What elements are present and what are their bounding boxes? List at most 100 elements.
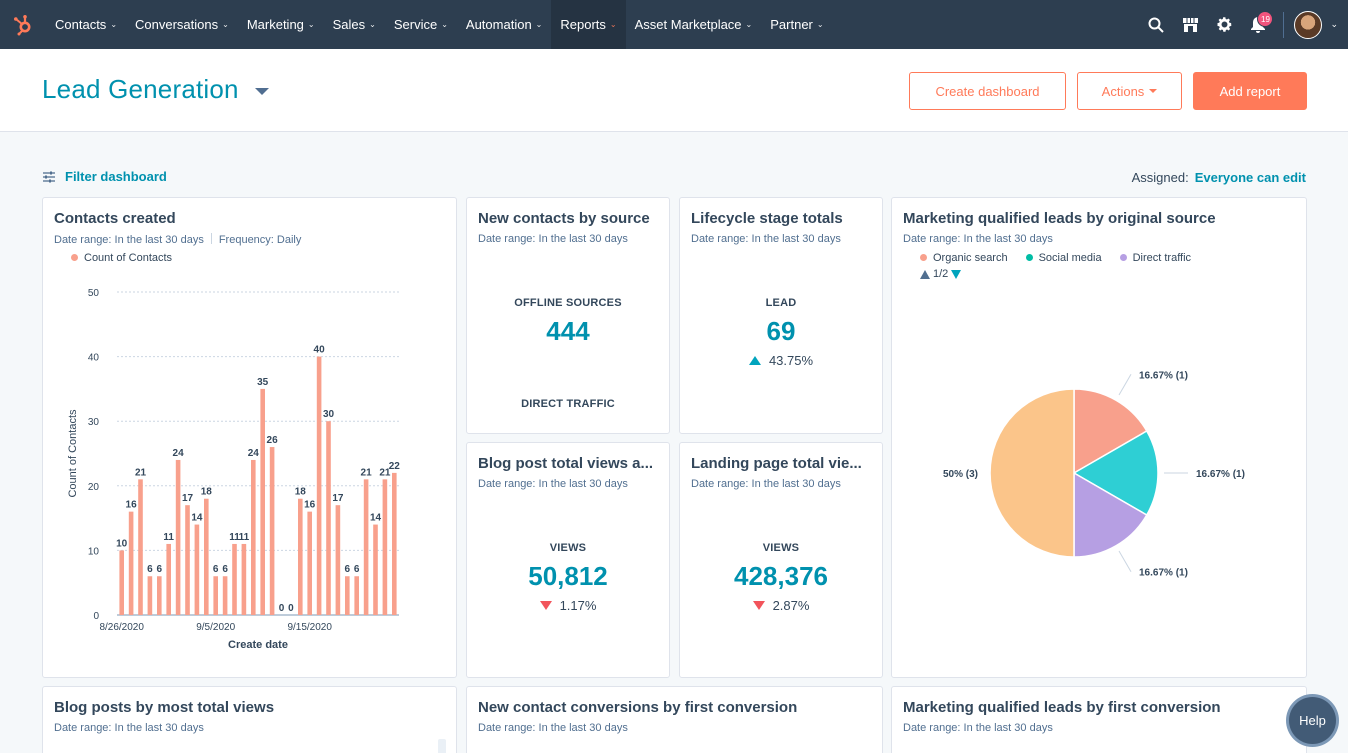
kpi-label: VIEWS <box>762 542 800 554</box>
legend-item[interactable]: Direct traffic <box>1119 252 1192 264</box>
data-label: 14 <box>370 513 382 524</box>
x-axis-label: Create date <box>228 639 288 651</box>
y-tick-label: 10 <box>88 546 100 557</box>
mql-by-original-source-card[interactable]: Marketing qualified leads by original so… <box>891 197 1307 678</box>
card-title: New contact conversions by first convers… <box>478 699 798 716</box>
dashboard-selector[interactable]: Lead Generation <box>42 74 269 105</box>
mql-by-first-conversion-card[interactable]: Marketing qualified leads by first conve… <box>891 686 1307 753</box>
trend-down-icon <box>539 601 552 610</box>
kpi-change: 2.87% <box>680 598 882 613</box>
card-title: Marketing qualified leads by first conve… <box>903 699 1221 716</box>
date-range: Date range: In the last 30 days <box>903 722 1053 734</box>
kpi-label: VIEWS <box>549 542 587 554</box>
filter-sliders-icon <box>43 171 55 182</box>
card-title: Lifecycle stage totals <box>691 210 843 227</box>
add-report-button[interactable]: Add report <box>1193 72 1307 110</box>
card-subtitle: Date range: In the last 30 days Frequency… <box>54 233 301 246</box>
actions-button[interactable]: Actions <box>1077 72 1182 110</box>
kpi-change-value: 2.87% <box>772 598 810 613</box>
nav-item-partner[interactable]: Partner ⌄ <box>761 0 832 49</box>
nav-item-service[interactable]: Service ⌄ <box>385 0 457 49</box>
kpi-change-value: 43.75% <box>768 353 814 368</box>
settings-gear-icon[interactable] <box>1207 0 1241 49</box>
legend-previous-icon[interactable] <box>920 269 930 279</box>
user-avatar[interactable] <box>1294 10 1323 39</box>
top-navigation: Contacts ⌄ Conversations ⌄ Marketing ⌄ Sales ⌄ S… <box>0 0 1348 49</box>
slice-label: 16.67% (1) <box>1139 370 1188 381</box>
nav-item-sales[interactable]: Sales ⌄ <box>324 0 385 49</box>
legend-item[interactable]: Count of Contacts <box>71 252 172 264</box>
bar <box>335 505 341 615</box>
hubspot-logo-icon[interactable] <box>0 0 46 49</box>
bar <box>298 498 303 615</box>
bar <box>363 479 369 615</box>
data-label: 0 <box>279 603 285 614</box>
chevron-down-icon: ⌄ <box>441 20 448 29</box>
nav-item-conversations[interactable]: Conversations ⌄ <box>126 0 238 49</box>
bar <box>232 543 237 615</box>
marketplace-store-icon[interactable] <box>1173 0 1207 49</box>
card-title: Blog post total views a... <box>478 455 654 472</box>
data-label: 6 <box>354 564 360 575</box>
kpi-label: LEAD <box>765 297 797 309</box>
legend-item[interactable]: Organic search <box>920 252 1008 264</box>
frequency: Frequency: Daily <box>218 234 302 246</box>
data-label: 24 <box>248 448 260 459</box>
account-chevron-down-icon[interactable]: ⌄ <box>1330 19 1338 29</box>
date-range: Date range: In the last 30 days <box>903 233 1053 245</box>
chart-legend: Count of Contacts <box>71 252 172 264</box>
chevron-down-icon: ⌄ <box>222 20 229 29</box>
data-label: 10 <box>116 538 128 549</box>
data-label: 18 <box>201 487 213 498</box>
filter-dashboard-link[interactable]: Filter dashboard <box>42 169 167 184</box>
x-tick-label: 8/26/2020 <box>99 622 144 633</box>
nav-item-label: Asset Marketplace <box>634 17 742 32</box>
card-title: Marketing qualified leads by original so… <box>903 210 1216 227</box>
x-tick-label: 9/5/2020 <box>196 622 235 633</box>
bar <box>157 576 162 615</box>
scrollbar[interactable] <box>438 739 446 753</box>
blog-posts-by-most-total-views-card[interactable]: Blog posts by most total views Date rang… <box>42 686 457 753</box>
slice-label: 16.67% (1) <box>1196 469 1245 480</box>
kpi-value: 50,812 <box>528 561 608 591</box>
data-label: 11 <box>163 532 174 543</box>
y-tick-label: 30 <box>88 417 100 428</box>
contacts-created-card[interactable]: Contacts created Date range: In the last… <box>42 197 457 678</box>
new-contact-conversions-card[interactable]: New contact conversions by first convers… <box>466 686 883 753</box>
create-dashboard-button[interactable]: Create dashboard <box>909 72 1066 110</box>
search-icon[interactable] <box>1139 0 1173 49</box>
notifications-bell-icon[interactable]: 19 <box>1241 0 1275 49</box>
lifecycle-stage-totals-card[interactable]: Lifecycle stage totals Date range: In th… <box>679 197 883 434</box>
assigned-value-link[interactable]: Everyone can edit <box>1194 170 1306 185</box>
y-tick-label: 50 <box>88 288 100 299</box>
legend-item[interactable]: Social media <box>1025 252 1102 264</box>
date-range: Date range: In the last 30 days <box>54 234 204 246</box>
caret-down-icon <box>254 88 269 95</box>
nav-item-marketing[interactable]: Marketing ⌄ <box>238 0 324 49</box>
data-label: 17 <box>332 493 344 504</box>
help-button[interactable]: Help <box>1289 697 1336 744</box>
bar <box>373 524 378 615</box>
chevron-down-icon: ⌄ <box>307 20 315 29</box>
landing-page-total-views-card[interactable]: Landing page total vie... Date range: In… <box>679 442 883 678</box>
nav-item-contacts[interactable]: Contacts ⌄ <box>46 0 126 49</box>
blog-post-total-views-card[interactable]: Blog post total views a... Date range: I… <box>466 442 670 678</box>
data-label: 6 <box>222 564 228 575</box>
data-label: 30 <box>323 409 335 420</box>
legend-label: Direct traffic <box>1132 252 1192 264</box>
nav-item-asset-marketplace[interactable]: Asset Marketplace ⌄ <box>626 0 762 49</box>
nav-item-automation[interactable]: Automation ⌄ <box>457 0 551 49</box>
bar <box>354 576 359 615</box>
kpi-value: 444 <box>546 316 590 346</box>
bar <box>326 421 331 615</box>
legend-next-icon[interactable] <box>951 269 962 279</box>
nav-item-label: Partner <box>770 17 813 32</box>
date-range: Date range: In the last 30 days <box>691 233 841 245</box>
slice-label: 16.67% (1) <box>1139 568 1188 579</box>
new-contacts-by-source-card[interactable]: New contacts by source Date range: In th… <box>466 197 670 434</box>
assigned-label: Assigned: <box>1131 170 1189 185</box>
leader-line <box>1118 374 1132 396</box>
date-range: Date range: In the last 30 days <box>691 478 841 490</box>
nav-item-reports[interactable]: Reports ⌄ <box>551 0 626 49</box>
